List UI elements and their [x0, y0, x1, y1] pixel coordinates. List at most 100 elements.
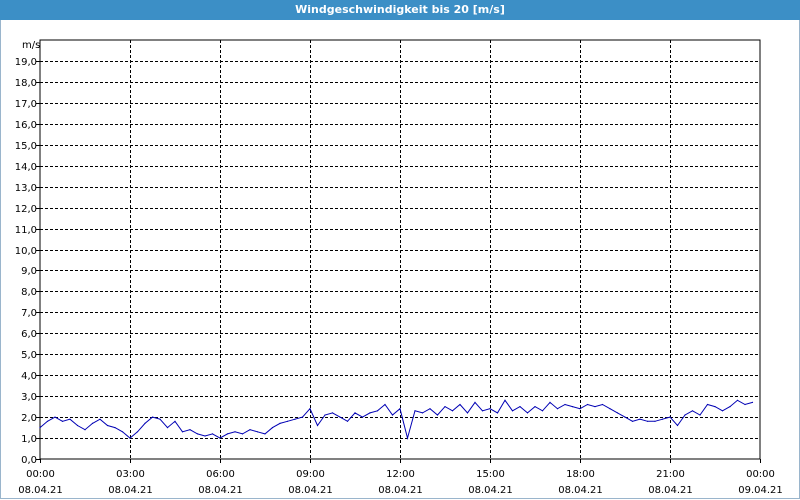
- series-point: [256, 431, 259, 433]
- x-tick-time-label: 00:00: [746, 469, 775, 480]
- y-axis-ticks: 0,0 1,0 2,0 3,0 4,0 5,0 6,0 7,0 8,0 9,0 10,0 11,0 12…: [15, 57, 40, 466]
- x-tick-time-label: 06:00: [206, 469, 235, 480]
- series-point: [504, 399, 506, 401]
- series-point: [474, 401, 476, 403]
- series-point: [654, 420, 656, 422]
- series-point: [519, 406, 521, 408]
- x-tick-time-label: 21:00: [656, 469, 685, 480]
- y-axis-unit-label: m/s: [22, 40, 40, 51]
- series-point: [136, 431, 139, 433]
- series-point: [444, 406, 446, 408]
- x-tick-time-label: 12:00: [386, 469, 415, 480]
- series-point: [601, 403, 604, 406]
- y-tick-label: 12,0: [15, 204, 37, 215]
- x-tick-date-label: 08.04.21: [648, 485, 693, 496]
- series-point: [129, 437, 131, 439]
- series-point: [279, 422, 281, 424]
- y-tick-label: 18,0: [15, 78, 37, 89]
- x-tick-time-label: 09:00: [296, 469, 325, 480]
- series-point: [369, 412, 371, 414]
- y-tick-label: 13,0: [15, 183, 37, 194]
- y-tick-label: 2,0: [21, 413, 37, 424]
- series-point: [571, 406, 574, 408]
- series-point: [249, 429, 251, 431]
- y-tick-label: 1,0: [21, 434, 37, 445]
- series-point: [481, 410, 484, 412]
- series-point: [39, 427, 41, 429]
- x-tick-date-label: 08.04.21: [558, 485, 603, 496]
- series-point: [714, 406, 716, 408]
- y-tick-label: 16,0: [15, 120, 37, 131]
- y-tick-label: 19,0: [15, 57, 37, 68]
- series-point: [556, 408, 559, 410]
- series-point: [151, 416, 154, 418]
- series-point: [594, 406, 596, 408]
- series-point: [549, 401, 551, 403]
- x-tick-time-label: 18:00: [566, 469, 595, 480]
- series-point: [669, 416, 671, 418]
- series-point: [676, 424, 679, 427]
- series-point: [699, 414, 701, 416]
- series-point: [144, 422, 146, 424]
- series-point: [496, 412, 499, 414]
- x-tick-time-label: 00:00: [26, 469, 55, 480]
- series-point: [391, 414, 394, 416]
- series-point: [706, 403, 709, 406]
- y-tick-label: 7,0: [21, 308, 37, 319]
- series-point: [451, 410, 454, 412]
- y-tick-label: 3,0: [21, 392, 37, 403]
- series-point: [624, 416, 626, 418]
- series-point: [429, 408, 431, 410]
- y-tick-label: 11,0: [15, 225, 37, 236]
- series-point: [241, 433, 244, 435]
- series-point: [54, 416, 56, 418]
- series-point: [414, 410, 416, 412]
- series-point: [84, 429, 86, 431]
- series-point: [736, 399, 739, 401]
- series-point: [721, 410, 724, 412]
- series-point: [181, 431, 184, 433]
- series-point: [631, 420, 634, 422]
- series-point: [204, 435, 206, 437]
- series-point: [324, 414, 326, 416]
- series-point: [46, 420, 49, 422]
- series-point: [339, 416, 341, 418]
- series-point: [436, 414, 439, 416]
- chart-title: Windgeschwindigkeit bis 20 [m/s]: [0, 0, 800, 20]
- series-point: [91, 422, 94, 424]
- y-tick-label: 8,0: [21, 287, 37, 298]
- y-tick-label: 10,0: [15, 246, 37, 257]
- series-point: [331, 412, 334, 414]
- series-point: [489, 408, 491, 410]
- wind-speed-series-line: [39, 399, 753, 441]
- series-point: [99, 418, 101, 420]
- x-tick-date-label: 08.04.21: [18, 485, 63, 496]
- series-point: [586, 403, 589, 406]
- x-tick-time-label: 03:00: [116, 469, 145, 480]
- series-point: [564, 403, 566, 406]
- x-tick-date-label: 08.04.21: [198, 485, 243, 496]
- x-axis-ticks: 00:00 08.04.21 03:00 08.04.21 06:00 08.04.21 0…: [18, 459, 783, 496]
- series-point: [384, 403, 386, 406]
- series-point: [61, 420, 64, 422]
- y-tick-label: 6,0: [21, 329, 37, 340]
- series-point: [114, 427, 116, 429]
- series-point: [196, 433, 199, 435]
- series-point: [69, 418, 71, 420]
- series-point: [466, 412, 469, 414]
- series-point: [751, 401, 754, 403]
- series-point: [121, 431, 124, 433]
- series-point: [264, 433, 266, 435]
- series-point: [534, 406, 536, 408]
- x-tick-date-label: 09.04.21: [738, 485, 783, 496]
- series-point: [579, 408, 581, 410]
- series-point: [639, 418, 641, 420]
- series-point: [361, 416, 364, 418]
- y-tick-label: 5,0: [21, 350, 37, 361]
- series-point: [189, 429, 191, 431]
- series-point: [406, 437, 409, 439]
- series-point: [661, 418, 664, 420]
- series-point: [226, 433, 229, 435]
- series-point: [174, 420, 176, 422]
- grid: [40, 40, 760, 459]
